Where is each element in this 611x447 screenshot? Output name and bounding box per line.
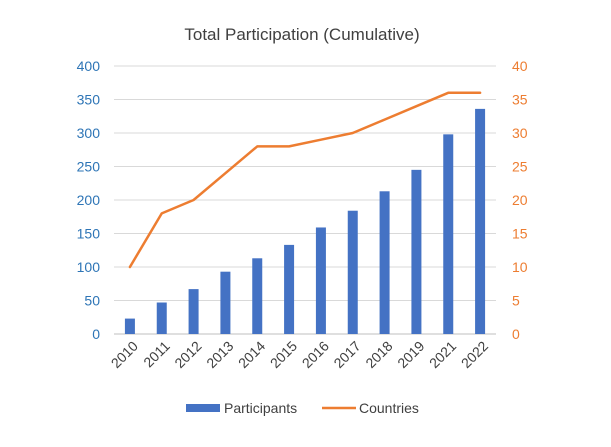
left-axis-tick-label: 50	[84, 293, 100, 309]
x-axis-tick-label: 2021	[426, 338, 459, 371]
left-axis-ticks: 0 50 100 150 200 250 300 350 400	[77, 58, 101, 342]
right-axis-tick-label: 10	[512, 259, 528, 275]
left-axis-tick-label: 200	[77, 192, 101, 208]
participants-bar	[347, 210, 358, 334]
gridlines	[114, 65, 496, 335]
x-axis-tick-label: 2018	[362, 338, 395, 371]
legend-label-participants: Participants	[224, 400, 297, 416]
participants-bar	[475, 108, 486, 334]
left-axis-tick-label: 250	[77, 159, 101, 175]
participants-bars	[124, 108, 486, 334]
right-axis-tick-label: 0	[512, 326, 520, 342]
x-axis-tick-label: 2015	[267, 338, 300, 371]
right-axis-tick-label: 40	[512, 58, 528, 74]
participants-bar	[220, 271, 231, 334]
legend-label-countries: Countries	[359, 400, 419, 416]
participants-bar	[411, 169, 422, 334]
left-axis-tick-label: 300	[77, 125, 101, 141]
x-axis-tick-label: 2010	[108, 338, 141, 371]
x-axis-tick-label: 2016	[299, 338, 332, 371]
participants-bar	[284, 244, 295, 334]
right-axis-tick-label: 5	[512, 293, 520, 309]
left-axis-tick-label: 100	[77, 259, 101, 275]
x-axis-tick-label: 2011	[140, 338, 173, 371]
left-axis-tick-label: 150	[77, 226, 101, 242]
right-axis-tick-label: 25	[512, 159, 528, 175]
participants-bar	[252, 258, 263, 334]
right-axis-tick-label: 20	[512, 192, 528, 208]
countries-line	[128, 91, 482, 269]
x-axis-tick-label: 2013	[203, 338, 236, 371]
left-axis-tick-label: 350	[77, 92, 101, 108]
participants-bar	[188, 289, 199, 334]
participants-bar	[379, 191, 390, 334]
left-axis-tick-label: 400	[77, 58, 101, 74]
participants-bar	[124, 318, 135, 334]
right-axis-tick-label: 35	[512, 92, 528, 108]
x-axis-tick-label: 2012	[171, 338, 204, 371]
right-axis-tick-label: 15	[512, 226, 528, 242]
x-axis-tick-label: 2019	[394, 338, 427, 371]
right-axis-ticks: 0 5 10 15 20 25 30 35 40	[512, 58, 528, 342]
legend-swatch-participants	[186, 404, 220, 412]
x-axis-tick-label: 2014	[235, 338, 268, 371]
countries-line-group	[128, 91, 482, 269]
left-axis-tick-label: 0	[92, 326, 100, 342]
chart-title: Total Participation (Cumulative)	[184, 25, 419, 44]
legend: Participants Countries	[186, 400, 419, 416]
x-axis-tick-label: 2022	[458, 338, 491, 371]
participants-bar	[156, 302, 167, 334]
x-axis-tick-label: 2017	[330, 338, 363, 371]
participants-bar	[443, 134, 454, 334]
participants-bar	[315, 227, 326, 334]
right-axis-tick-label: 30	[512, 125, 528, 141]
x-axis-ticks: 2010 201120122013201420152016201720182019…	[108, 338, 492, 371]
